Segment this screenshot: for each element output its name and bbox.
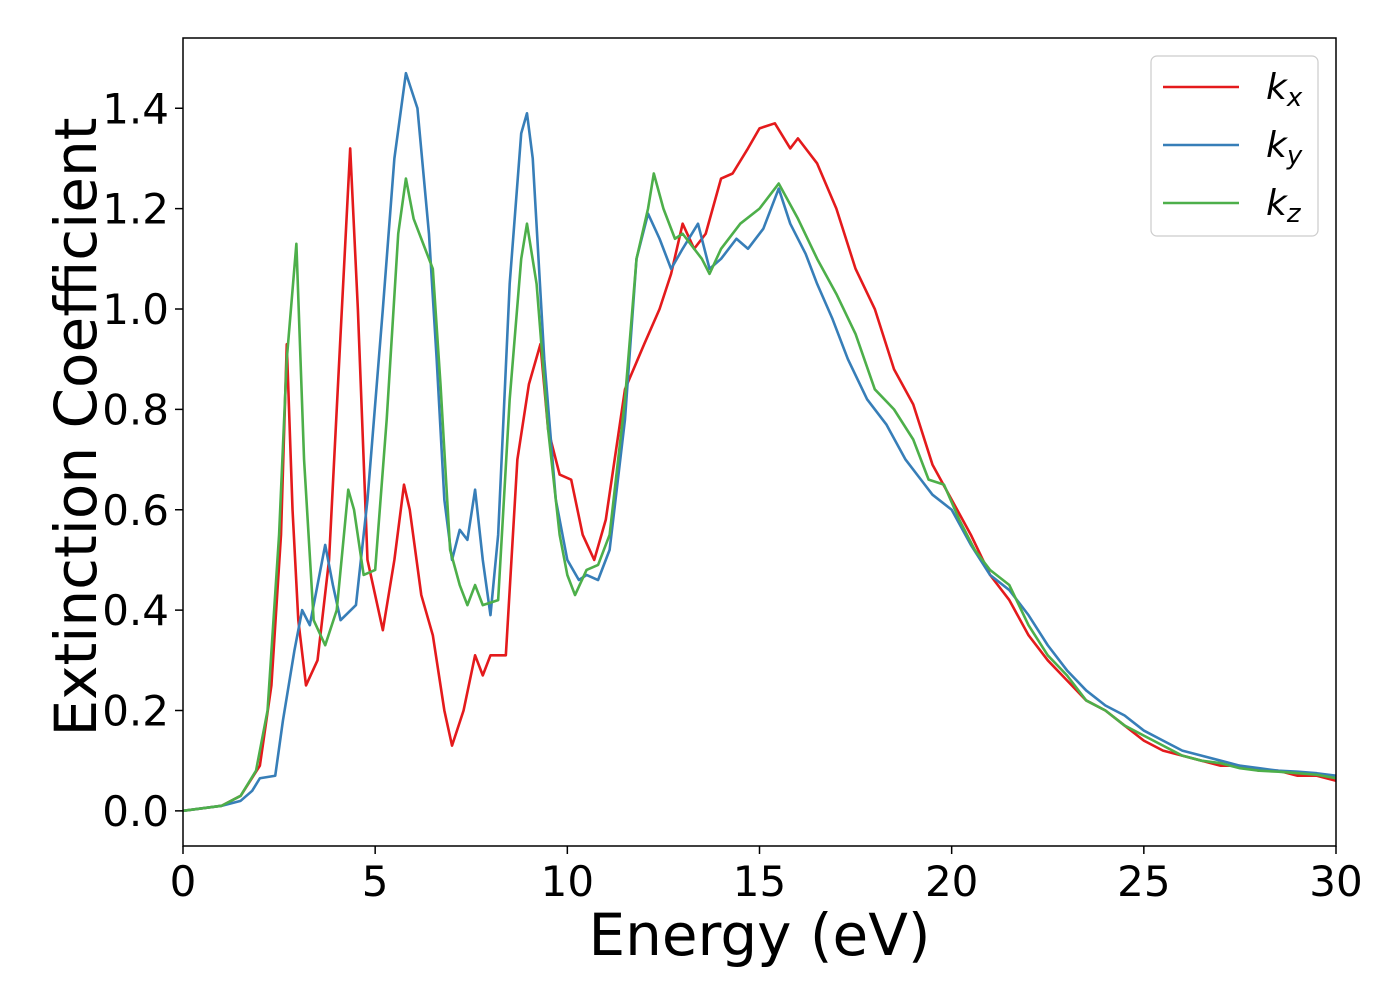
y-tick-label: 0.0 <box>102 787 169 836</box>
x-tick-label: 10 <box>541 857 594 906</box>
y-tick-label: 1.2 <box>102 185 169 234</box>
y-axis: 0.0 0.2 0.4 0.6 0.8 1.0 1.2 1.4 <box>102 84 183 836</box>
y-tick-label: 1.4 <box>102 84 169 133</box>
plot-area <box>183 71 1336 813</box>
y-tick-label: 1.0 <box>102 285 169 334</box>
legend-label-kz: kz <box>1266 183 1302 229</box>
legend-label-base: k <box>1266 125 1289 166</box>
x-tick-label: 30 <box>1309 857 1362 906</box>
x-axis: 0 5 10 15 20 25 30 <box>170 846 1363 906</box>
y-tick-label: 0.8 <box>102 385 169 434</box>
x-tick-label: 25 <box>1117 857 1170 906</box>
y-tick-label: 0.4 <box>102 586 169 635</box>
legend-label-base: k <box>1266 67 1289 108</box>
y-axis-label: Extinction Coefficient <box>42 118 110 737</box>
legend-label-sub: y <box>1286 141 1303 171</box>
series-line-kz <box>183 172 1336 813</box>
legend-label-base: k <box>1266 183 1289 224</box>
x-tick-label: 15 <box>733 857 786 906</box>
legend-label-ky: ky <box>1266 125 1303 171</box>
legend-label-sub: x <box>1286 83 1303 113</box>
y-tick-label: 0.6 <box>102 486 169 535</box>
legend-label-sub: z <box>1286 199 1302 229</box>
x-tick-label: 0 <box>170 857 197 906</box>
y-tick-label: 0.2 <box>102 686 169 735</box>
x-tick-label: 20 <box>925 857 978 906</box>
x-tick-label: 5 <box>362 857 389 906</box>
legend-label-kx: kx <box>1266 67 1303 113</box>
x-axis-label: Energy (eV) <box>588 901 930 969</box>
